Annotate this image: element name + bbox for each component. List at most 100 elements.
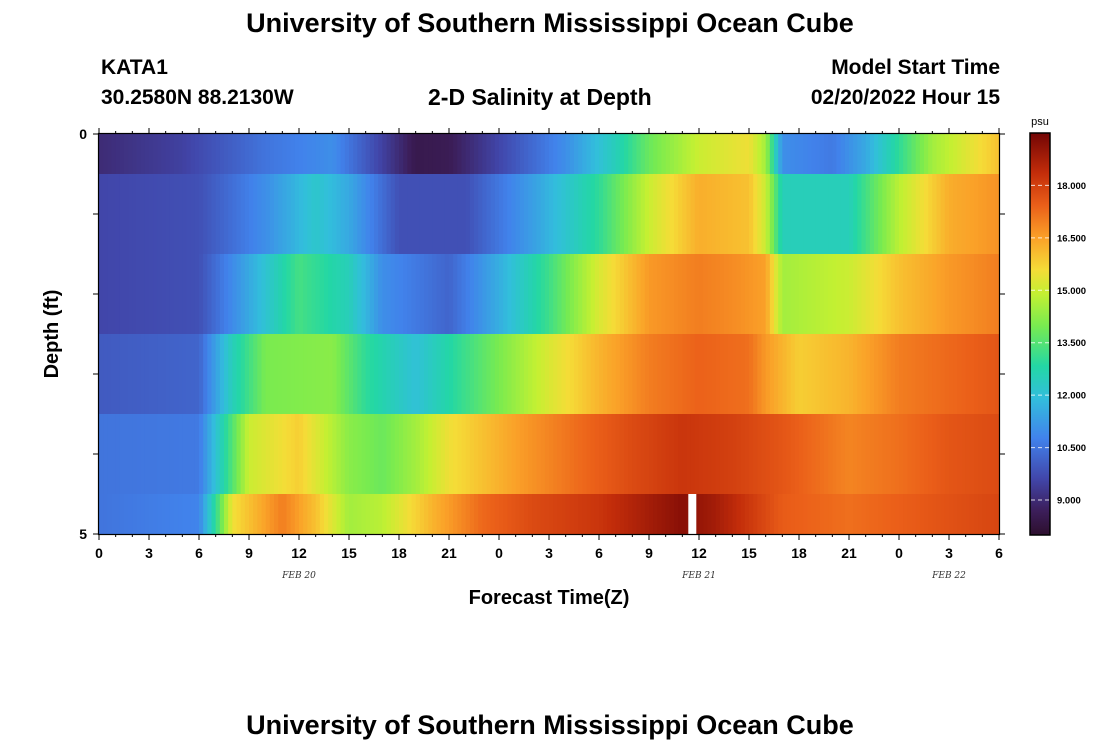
heatmap-cell xyxy=(286,174,292,255)
heatmap-cell xyxy=(307,134,313,175)
heatmap-cell xyxy=(403,134,408,175)
heatmap-cell xyxy=(324,494,329,535)
heatmap-cell xyxy=(732,414,738,495)
colorbar-tick-label: 12.000 xyxy=(1057,391,1086,402)
heatmap-cell xyxy=(461,174,467,255)
heatmap-cell xyxy=(449,254,454,335)
heatmap-cell xyxy=(578,134,583,175)
heatmap-cell xyxy=(574,414,579,495)
heatmap-cell xyxy=(553,174,558,255)
heatmap-cell xyxy=(174,174,179,255)
heatmap-cell xyxy=(836,334,842,415)
heatmap-cell xyxy=(824,254,829,335)
heatmap-cell xyxy=(632,174,638,255)
heatmap-cell xyxy=(140,254,146,335)
heatmap-cell xyxy=(286,414,292,495)
heatmap-cell xyxy=(128,254,133,335)
heatmap-cell xyxy=(553,134,558,175)
heatmap-cell xyxy=(182,134,188,175)
heatmap-cell xyxy=(890,254,896,335)
heatmap-cell xyxy=(253,414,258,495)
heatmap-cell xyxy=(699,254,704,335)
heatmap-cell xyxy=(286,134,292,175)
heatmap-cell xyxy=(753,414,758,495)
heatmap-cell xyxy=(965,414,971,495)
heatmap-cell xyxy=(832,254,838,335)
heatmap-cell xyxy=(840,174,846,255)
heatmap-cell xyxy=(203,334,208,415)
heatmap-cell xyxy=(465,414,471,495)
heatmap-cell xyxy=(803,174,808,255)
heatmap-cell xyxy=(965,174,971,255)
heatmap-cell xyxy=(590,174,596,255)
heatmap-cell xyxy=(911,134,917,175)
heatmap-cell xyxy=(407,254,413,335)
heatmap-cell xyxy=(903,174,908,255)
heatmap-cell xyxy=(378,414,383,495)
heatmap-cell xyxy=(219,494,225,535)
heatmap-cell xyxy=(915,174,921,255)
heatmap-cell xyxy=(836,174,842,255)
heatmap-cell xyxy=(486,174,492,255)
heatmap-cell xyxy=(869,134,875,175)
heatmap-cell xyxy=(165,134,171,175)
heatmap-cell xyxy=(499,254,504,335)
heatmap-cell xyxy=(957,254,963,335)
heatmap-cell xyxy=(515,254,521,335)
heatmap-cell xyxy=(324,414,329,495)
heatmap-cell xyxy=(607,134,613,175)
heatmap-cell xyxy=(861,254,867,335)
heatmap-cell xyxy=(857,494,863,535)
heatmap-cell xyxy=(944,414,950,495)
heatmap-cell xyxy=(961,134,967,175)
heatmap-cell xyxy=(232,334,238,415)
heatmap-cell xyxy=(782,334,788,415)
heatmap-cell xyxy=(994,254,1000,335)
heatmap-cell xyxy=(199,334,204,415)
heatmap-cell xyxy=(669,494,675,535)
heatmap-cell xyxy=(419,254,425,335)
heatmap-cell xyxy=(386,334,392,415)
heatmap-cell xyxy=(944,494,950,535)
heatmap-cell xyxy=(369,134,375,175)
heatmap-cell xyxy=(124,414,129,495)
heatmap-cell xyxy=(299,254,304,335)
heatmap-cell xyxy=(549,134,554,175)
heatmap-cell xyxy=(674,174,679,255)
heatmap-cell xyxy=(494,174,500,255)
heatmap-cell xyxy=(294,494,300,535)
heatmap-cell xyxy=(499,414,504,495)
heatmap-cell xyxy=(849,134,854,175)
heatmap-cell xyxy=(590,134,596,175)
heatmap-cell xyxy=(653,334,658,415)
heatmap-cell xyxy=(469,494,475,535)
heatmap-cell xyxy=(249,134,254,175)
heatmap-cell xyxy=(824,334,829,415)
heatmap-cell xyxy=(894,494,900,535)
heatmap-cell xyxy=(344,494,350,535)
heatmap-cell xyxy=(774,174,779,255)
heatmap-cell xyxy=(536,494,542,535)
heatmap-cell xyxy=(278,254,283,335)
heatmap-cell xyxy=(674,254,679,335)
heatmap-cell xyxy=(944,134,950,175)
heatmap-cell xyxy=(986,254,992,335)
heatmap-cell xyxy=(565,174,571,255)
heatmap-cell xyxy=(357,334,363,415)
heatmap-cell xyxy=(574,494,579,535)
heatmap-cell xyxy=(119,334,125,415)
heatmap-cell xyxy=(932,334,938,415)
heatmap-cell xyxy=(757,134,763,175)
heatmap-cell xyxy=(619,254,625,335)
heatmap-cell xyxy=(540,414,546,495)
heatmap-cell xyxy=(361,494,367,535)
heatmap-cell xyxy=(569,414,575,495)
heatmap-cell xyxy=(565,414,571,495)
heatmap-cell xyxy=(340,494,346,535)
heatmap-cell xyxy=(169,174,175,255)
heatmap-cell xyxy=(286,334,292,415)
heatmap-cell xyxy=(474,414,479,495)
heatmap-cell xyxy=(944,174,950,255)
heatmap-cell xyxy=(194,254,200,335)
heatmap-cell xyxy=(732,334,738,415)
